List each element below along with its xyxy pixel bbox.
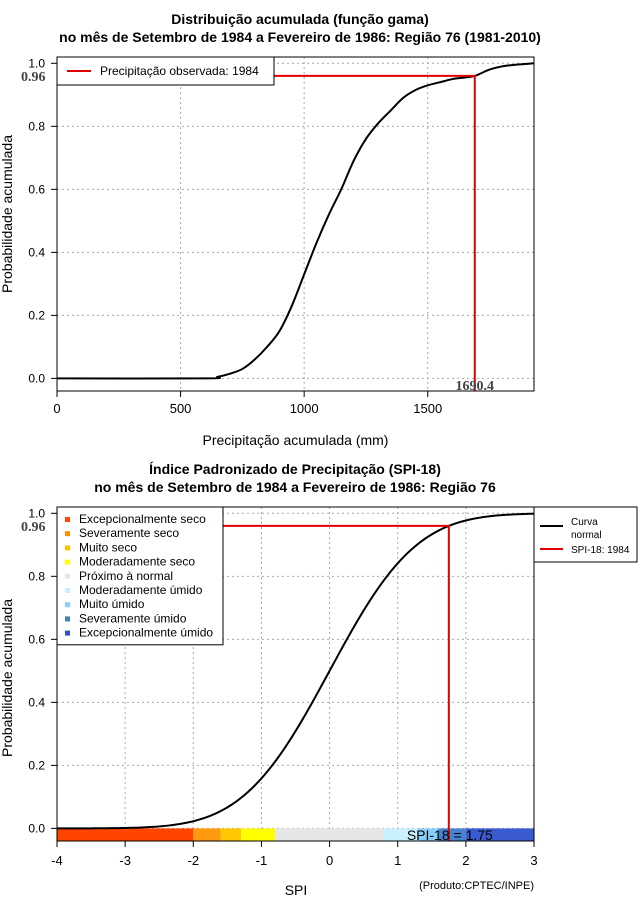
chart2-legend-curve-label-1: Curva (571, 517, 598, 528)
chart2-color-bar-segment (418, 828, 439, 841)
chart1-tick-label-y: 1.0 (28, 56, 45, 70)
chart1-legend-label: Precipitação observada: 1984 (100, 64, 259, 78)
chart1-tick-label-y: 0.4 (28, 245, 45, 259)
chart2-category-label: Muito seco (79, 540, 137, 554)
chart1-x-axis-label: Precipitação acumulada (mm) (203, 432, 389, 448)
chart2-category-label: Muito úmido (79, 597, 145, 611)
chart2-color-bar-segment (384, 828, 419, 841)
chart2-tick-label-y: 0.2 (28, 758, 45, 772)
chart2-tick-label-y: 0.8 (28, 569, 45, 583)
chart2-category-label: Próximo à normal (79, 569, 173, 583)
chart1-cdf-curve (56, 62, 535, 380)
chart2-tick-label-y: 1.0 (28, 506, 45, 520)
chart2-category-swatch (65, 630, 70, 636)
chart2-tick-label-y: 0.6 (28, 632, 45, 646)
chart2-tick-label-x: -1 (256, 853, 268, 868)
chart2-credit: (Produto:CPTEC/INPE) (419, 880, 534, 892)
chart2-observed-prob-label: 0.96 (21, 520, 46, 535)
chart2-category-color-bar (57, 828, 534, 841)
chart2-tick-label-x: 0 (326, 853, 333, 868)
chart2-category-swatch (65, 531, 70, 537)
chart2-tick-label-x: -2 (188, 853, 200, 868)
chart1-tick-label-x: 1500 (413, 401, 442, 416)
chart2-category-label: Excepcionalmente úmido (79, 626, 213, 640)
chart2-color-bar-segment (220, 828, 241, 841)
chart2-color-bar-segment (240, 828, 276, 841)
chart2-color-bar-segment (57, 828, 194, 841)
chart2-x-axis-label: SPI (285, 882, 308, 898)
chart2-normal-curve (56, 512, 535, 830)
chart1-subtitle: no mês de Setembro de 1984 a Fevereiro d… (59, 29, 541, 45)
chart2-category-label: Moderadamente seco (79, 555, 195, 569)
chart2-category-swatch (65, 545, 70, 551)
chart2-category-label: Excepcionalmente seco (79, 512, 206, 526)
chart1-tick-label-x: 500 (170, 401, 192, 416)
chart2-legend: Curva normal SPI-18: 1984 (533, 506, 638, 563)
chart-gamma-cdf: Distribuição acumulada (função gama) no … (0, 11, 541, 448)
chart2-category-label: Severamente úmido (79, 611, 187, 625)
chart1-tick-label-y: 0.0 (28, 371, 45, 385)
chart2-spi-value-label: SPI-18 = 1.75 (407, 827, 493, 843)
chart2-category-swatch (65, 573, 70, 579)
chart2-category-label: Severamente seco (79, 526, 179, 540)
chart1-tick-label-y: 0.8 (28, 119, 45, 133)
chart2-color-bar-segment (438, 828, 466, 841)
chart2-tick-label-x: 2 (462, 853, 469, 868)
chart1-y-axis-label: Probabilidade acumulada (0, 135, 15, 293)
chart2-tick-label-x: -4 (51, 853, 63, 868)
chart-spi-normal-cdf: Índice Padronizado de Precipitação (SPI-… (0, 461, 638, 898)
chart1-tick-label-x: 0 (53, 401, 60, 416)
chart2-legend-box (533, 506, 638, 563)
chart2-category-legend-box (56, 506, 224, 646)
chart1-plot-frame (56, 56, 535, 392)
chart1-legend-box (56, 56, 275, 86)
chart2-category-swatch (65, 588, 70, 593)
chart2-color-bar-segment (193, 828, 221, 841)
chart2-category-swatch (65, 602, 70, 608)
chart2-legend-curve-label-2: normal (571, 530, 602, 541)
chart1-legend: Precipitação observada: 1984 (56, 56, 275, 86)
chart2-tick-label-x: 3 (530, 853, 537, 868)
chart1-ticks: 0 500 1000 1500 0.0 0.2 0.4 0.6 0.8 1.0 (28, 56, 442, 416)
chart1-grid (56, 57, 534, 391)
chart1-observed-value-label: 1690.4 (456, 379, 495, 394)
chart2-title: Índice Padronizado de Precipitação (SPI-… (149, 461, 441, 477)
chart2-category-swatch (65, 559, 70, 565)
chart2-tick-label-y: 0.0 (28, 821, 45, 835)
chart2-category-swatch (65, 616, 70, 622)
chart2-color-bar-segment (275, 828, 385, 841)
chart2-y-axis-label: Probabilidade acumulada (0, 599, 15, 757)
chart1-tick-label-y: 0.6 (28, 182, 45, 196)
chart2-category-label: Moderadamente úmido (79, 583, 203, 597)
chart2-tick-label-x: 1 (394, 853, 401, 868)
chart2-tick-label-y: 0.4 (28, 695, 45, 709)
chart1-title: Distribuição acumulada (função gama) (171, 11, 429, 27)
chart1-tick-label-x: 1000 (290, 401, 319, 416)
chart2-legend-spi-label: SPI-18: 1984 (571, 545, 630, 556)
chart2-category-swatch (65, 517, 70, 522)
chart1-observed-prob-label: 0.96 (21, 70, 46, 85)
chart1-observed-line (57, 74, 476, 391)
chart2-plot-frame (56, 506, 535, 842)
chart2-tick-label-x: -3 (119, 853, 131, 868)
chart2-ticks: -4 -3 -2 -1 0 1 2 3 0.0 0.2 0.4 0.6 0.8 1.0 (28, 506, 537, 868)
chart2-color-bar-segment (465, 828, 534, 841)
chart1-tick-label-y: 0.2 (28, 308, 45, 322)
chart2-subtitle: no mês de Setembro de 1984 a Fevereiro d… (94, 479, 496, 495)
